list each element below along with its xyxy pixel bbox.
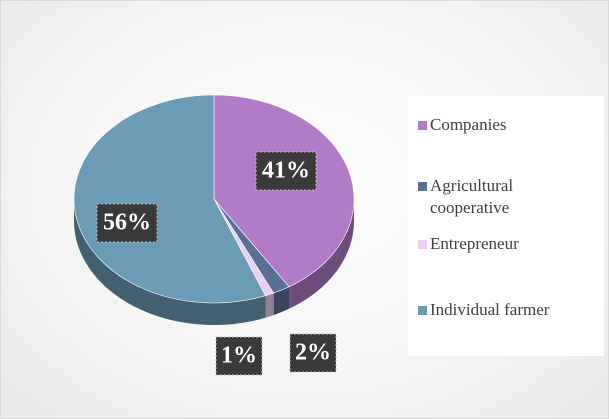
- data-label: 41%: [262, 158, 310, 184]
- data-label: 56%: [103, 210, 151, 236]
- slice-side: [289, 199, 354, 309]
- legend-entry: Individual farmer: [418, 299, 598, 321]
- legend-label: Entrepreneur: [430, 234, 519, 253]
- legend-label: Agricultural cooperative: [430, 176, 514, 217]
- slice-side: [265, 293, 274, 318]
- data-label: 1%: [221, 343, 257, 369]
- legend-entry: Entrepreneur: [418, 233, 598, 255]
- slice-side: [74, 199, 266, 325]
- legend-entry: Agricultural cooperative: [418, 175, 598, 219]
- data-label-box: [255, 151, 317, 191]
- legend-swatch: [418, 240, 427, 249]
- legend-label: Individual farmer: [430, 300, 550, 319]
- legend-label: Companies: [430, 115, 507, 134]
- slice: [73, 94, 266, 304]
- slice-side: [273, 286, 290, 316]
- slice: [213, 94, 355, 288]
- legend: Companies Agricultural cooperative Entrepr…: [408, 96, 604, 356]
- data-label: 2%: [295, 340, 331, 366]
- legend-swatch: [418, 306, 427, 315]
- legend-entry: Companies: [418, 114, 598, 136]
- data-label-box: [215, 336, 263, 376]
- legend-swatch: [418, 182, 427, 191]
- legend-swatch: [418, 121, 427, 130]
- data-label-box: [96, 203, 158, 243]
- data-label-box: [289, 333, 337, 373]
